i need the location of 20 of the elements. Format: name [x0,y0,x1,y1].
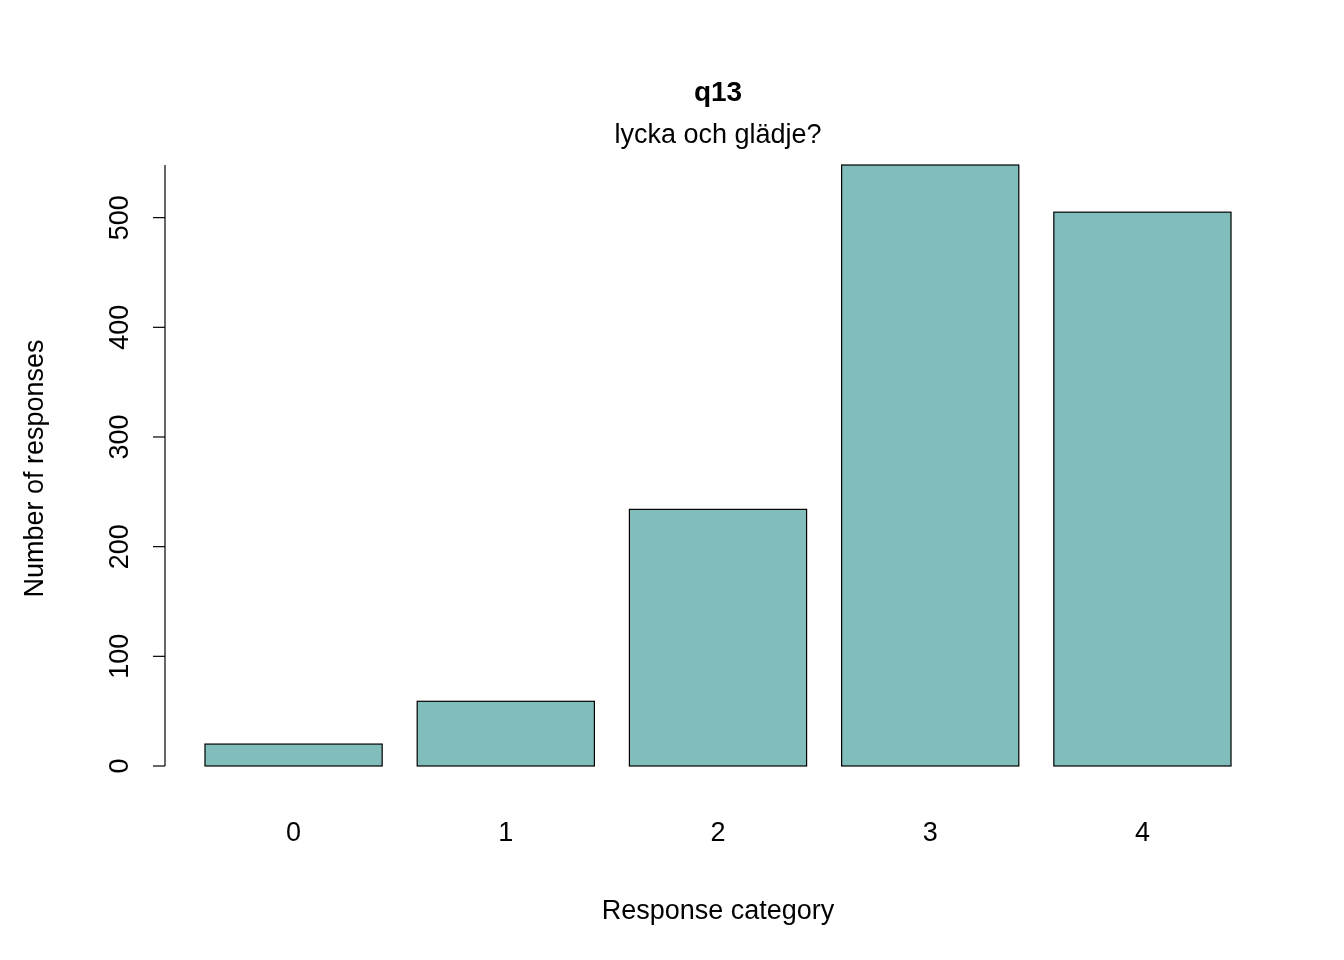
bar [628,508,808,767]
y-tick-label: 400 [104,304,134,350]
x-tick-label: 0 [286,817,302,847]
y-axis-title: Number of responses [19,339,49,598]
y-tick-label: 500 [104,195,134,241]
y-tick-label: 200 [104,524,134,570]
y-tick-label: 100 [104,633,134,679]
bar [841,164,1020,767]
x-axis-title: Response category [601,895,835,925]
x-tick-label: 3 [922,817,938,847]
chart-subtitle: lycka och glädje? [614,119,822,149]
x-tick-label: 2 [710,817,726,847]
y-tick-label: 300 [104,414,134,460]
chart-title: q13 [693,76,743,107]
x-tick-label: 1 [498,817,514,847]
x-tick-label: 4 [1134,817,1150,847]
y-tick-label: 0 [104,758,134,774]
bar [204,743,383,767]
bar [416,700,595,767]
bar [1053,211,1232,767]
